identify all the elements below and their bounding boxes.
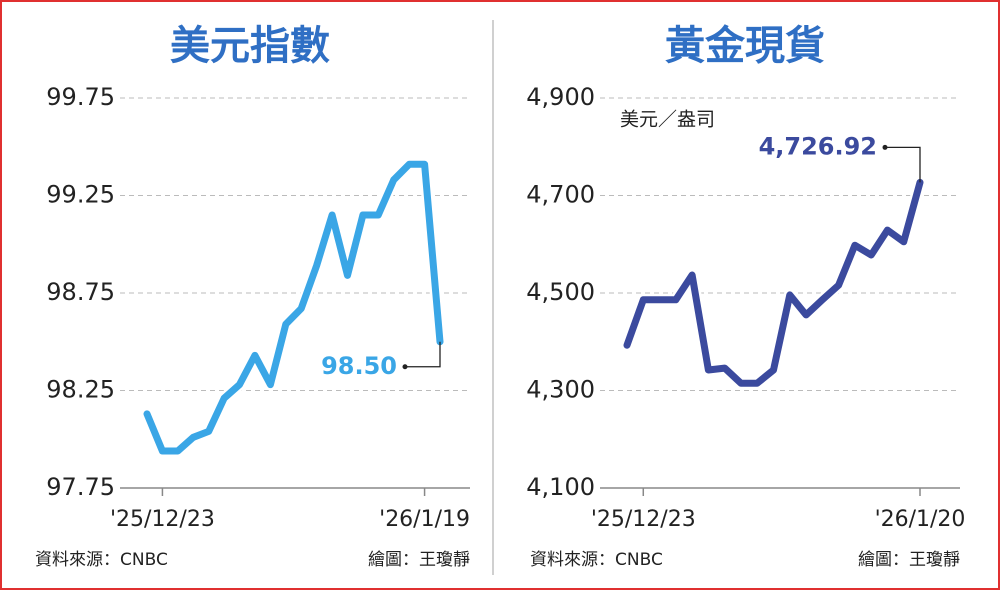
x-tick-label: '26/1/20 [875, 507, 966, 532]
leader-dot [402, 364, 408, 370]
y-tick-label: 4,700 [526, 181, 595, 209]
chart-title: 黃金現貨 [665, 23, 825, 69]
data-line [623, 178, 924, 387]
source: 資料來源：CNBC [35, 550, 168, 570]
y-tick-label: 98.25 [46, 376, 115, 404]
credit: 繪圖：王瓊靜 [368, 550, 470, 570]
data-line [143, 160, 444, 455]
x-tick-label: '25/12/23 [110, 507, 215, 532]
source: 資料來源：CNBC [530, 550, 663, 570]
leader-line [885, 146, 921, 183]
y-tick-label: 4,900 [526, 83, 595, 111]
y-tick-label: 99.75 [46, 83, 115, 111]
leader-line [405, 341, 441, 368]
chart-title: 美元指數 [170, 23, 330, 69]
x-tick-label: '25/12/23 [591, 507, 696, 532]
y-tick-label: 4,500 [526, 278, 595, 306]
value-label: 98.50 [321, 352, 397, 380]
y-tick-label: 4,100 [526, 473, 595, 501]
y-tick-label: 99.25 [46, 181, 115, 209]
y-tick-label: 4,300 [526, 376, 595, 404]
y-tick-label: 98.75 [46, 278, 115, 306]
x-tick-label: '26/1/19 [379, 507, 470, 532]
unit-label: 美元／盎司 [620, 109, 715, 131]
value-label: 4,726.92 [759, 132, 877, 160]
credit: 繪圖：王瓊靜 [858, 550, 960, 570]
leader-dot [882, 144, 888, 150]
y-tick-label: 97.75 [46, 473, 115, 501]
